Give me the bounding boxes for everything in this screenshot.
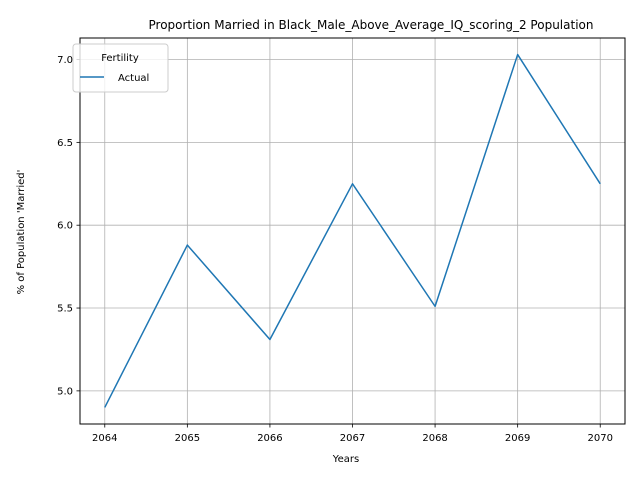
series-line-actual (104, 53, 601, 408)
y-tick-label: 5.5 (57, 304, 73, 315)
chart-title: Proportion Married in Black_Male_Above_A… (149, 18, 594, 32)
x-tick-label: 2067 (340, 433, 365, 444)
x-tick-label: 2070 (588, 433, 613, 444)
y-axis-label: % of Population 'Married' (16, 170, 27, 295)
x-tick-label: 2066 (257, 433, 282, 444)
series-layer (104, 53, 601, 408)
ticks: 2064 2065 2066 2067 2068 2069 2070 5.0 5.5 6.0 6.5… (57, 55, 613, 444)
x-tick-label: 2065 (175, 433, 200, 444)
legend: Fertility Actual (72, 43, 169, 93)
legend-box (72, 43, 169, 93)
x-tick-label: 2064 (92, 433, 117, 444)
x-tick-label: 2069 (505, 433, 530, 444)
y-tick-label: 7.0 (57, 55, 73, 66)
y-tick-label: 5.0 (57, 386, 73, 397)
y-tick-label: 6.5 (57, 138, 73, 149)
legend-label-actual: Actual (118, 73, 149, 84)
x-tick-label: 2068 (422, 433, 447, 444)
x-axis-label: Years (332, 454, 359, 465)
y-tick-label: 6.0 (57, 221, 73, 232)
grid (80, 38, 625, 424)
legend-title: Fertility (101, 53, 139, 64)
